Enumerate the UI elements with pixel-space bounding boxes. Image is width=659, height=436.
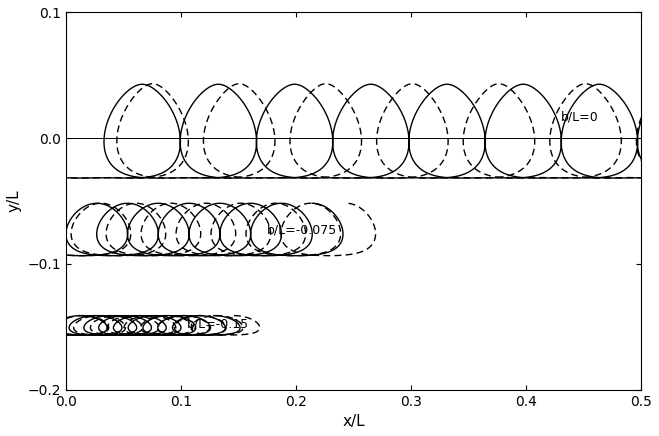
X-axis label: x/L: x/L bbox=[342, 414, 365, 429]
Text: b/L=0: b/L=0 bbox=[561, 110, 598, 123]
Text: b/L=-0.15: b/L=-0.15 bbox=[186, 318, 249, 331]
Y-axis label: y/L: y/L bbox=[7, 190, 22, 212]
Text: b/L=-0.075: b/L=-0.075 bbox=[268, 224, 337, 236]
